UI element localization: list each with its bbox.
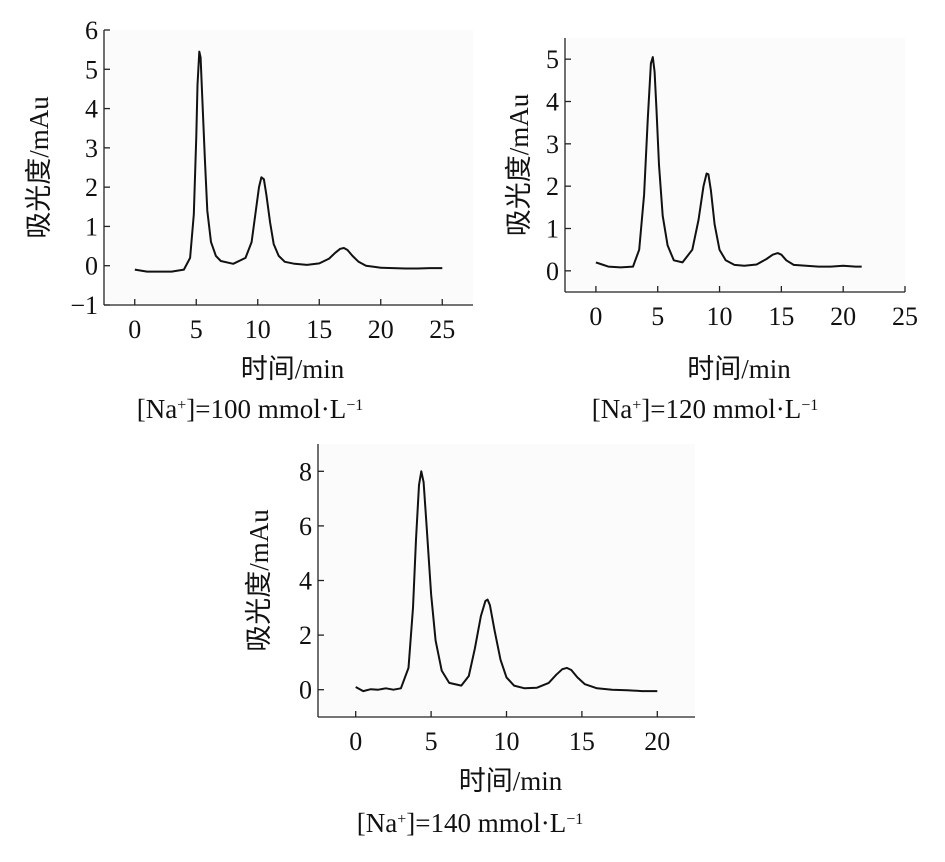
y-tick-label: 0 (299, 676, 312, 705)
x-tick-label: 25 (429, 315, 455, 344)
y-tick-label: 2 (546, 172, 559, 201)
y-tick-label: 4 (299, 567, 312, 596)
y-tick-label: 2 (85, 173, 98, 202)
x-tick-label: 5 (425, 727, 438, 756)
x-tick-label: 10 (494, 727, 520, 756)
x-tick-label: 20 (368, 315, 394, 344)
y-tick-label: 5 (546, 45, 559, 74)
x-tick-label: 0 (589, 302, 602, 331)
x-tick-label: 10 (707, 302, 733, 331)
y-tick-label: 2 (299, 621, 312, 650)
y-tick-label: 4 (85, 95, 98, 124)
panel-caption: [Na+]=140 mmol·L−1 (357, 808, 584, 838)
series-line-1 (355, 470, 658, 693)
y-tick-label: 8 (299, 457, 312, 486)
x-axis-title: 时间/min (459, 766, 563, 796)
x-tick-label: 20 (644, 727, 670, 756)
x-tick-label: 15 (306, 315, 332, 344)
x-tick-label: 15 (768, 302, 794, 331)
x-tick-label: 25 (892, 302, 918, 331)
y-axis-title: 吸光度/mAu (504, 93, 534, 236)
y-tick-label: 6 (299, 512, 312, 541)
y-axis-title: 吸光度/mAu (24, 96, 54, 239)
chart-panel-1: 0 5 10 15 20 25 −1 0 1 2 3 4 5 6 时间/min 吸光度/mAu [Na+]=10… (24, 16, 473, 424)
chart-panel-3: 0 5 10 15 20 0 2 4 6 8 时间/min 吸光度/mAu [Na+]=140 mmol… (244, 444, 695, 838)
x-axis-title: 时间/min (687, 354, 791, 384)
plot-area (567, 38, 905, 290)
x-tick-label: 5 (651, 302, 664, 331)
x-tick-label: 5 (190, 315, 203, 344)
y-tick-label: 4 (546, 88, 559, 117)
x-tick-label: 0 (128, 315, 141, 344)
y-tick-label: 0 (546, 257, 559, 286)
x-axis-title: 时间/min (241, 354, 345, 384)
y-tick-label: 6 (85, 16, 98, 45)
plot-area (106, 30, 473, 303)
y-axis-title: 吸光度/mAu (244, 509, 274, 652)
y-tick-label: 5 (85, 55, 98, 84)
y-tick-label: 0 (85, 252, 98, 281)
series-line-1 (595, 56, 862, 269)
chart-panel-2: 0 5 10 15 20 25 0 1 2 3 4 5 时间/min 吸光度/mAu [Na+]=120 m… (504, 38, 918, 424)
y-tick-label: −1 (70, 291, 98, 320)
y-tick-label: 3 (546, 130, 559, 159)
y-tick-label: 3 (85, 134, 98, 163)
panel-caption: [Na+]=120 mmol·L−1 (592, 394, 819, 424)
x-tick-label: 20 (830, 302, 856, 331)
x-tick-label: 15 (569, 727, 595, 756)
panel-caption: [Na+]=100 mmol·L−1 (137, 394, 364, 424)
plot-area (320, 444, 695, 715)
y-tick-label: 1 (85, 212, 98, 241)
x-tick-label: 0 (349, 727, 362, 756)
x-tick-label: 10 (245, 315, 271, 344)
series-line-1 (134, 50, 443, 273)
y-tick-label: 1 (546, 215, 559, 244)
